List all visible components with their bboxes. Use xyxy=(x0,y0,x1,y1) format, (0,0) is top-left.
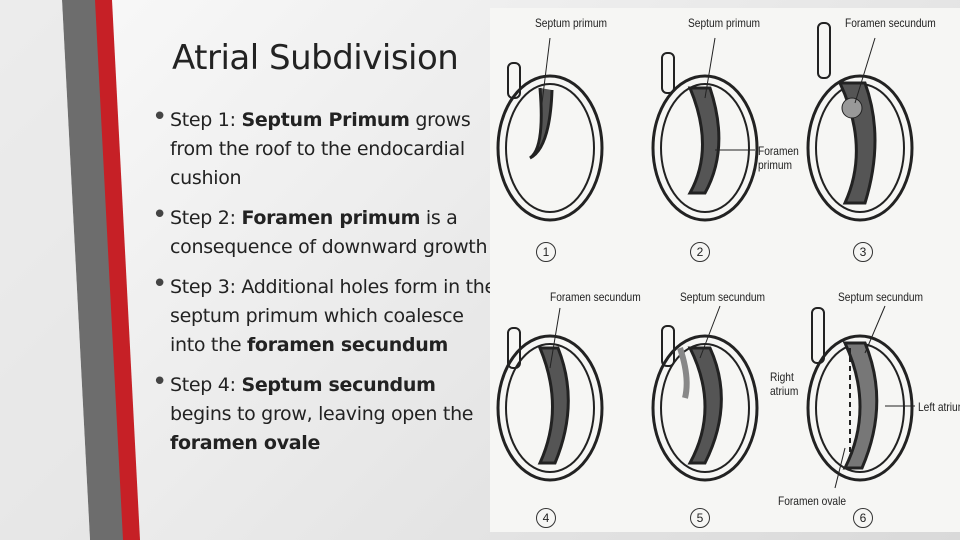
figure-label: Septum secundum xyxy=(838,290,924,304)
figure-label: Septum primum xyxy=(535,16,607,30)
bold-text: Foramen primum xyxy=(241,207,421,229)
bullet-dot: • xyxy=(152,200,168,230)
text: Step 1: xyxy=(170,109,242,131)
figure-number: 3 xyxy=(853,242,873,262)
bullet-item: • Step 2: Foramen primum is a consequence… xyxy=(152,200,497,262)
bullet-dot: • xyxy=(152,269,168,299)
figure-label: Foramen primum xyxy=(758,144,799,172)
bold-text: foramen ovale xyxy=(170,432,321,454)
bullet-dot: • xyxy=(152,102,168,132)
diagram-shapes xyxy=(496,22,915,489)
figure-label: Septum primum xyxy=(688,16,760,30)
bullet-list: • Step 1: Septum Primum grows from the ro… xyxy=(152,102,497,469)
slide-title: Atrial Subdivision xyxy=(172,38,459,78)
figure-number: 5 xyxy=(690,508,710,528)
stripe-red xyxy=(95,0,140,540)
bullet-item: • Step 3: Additional holes form in the se… xyxy=(152,269,497,360)
text: Step 2: xyxy=(170,207,242,229)
bullet-dot: • xyxy=(152,367,168,397)
text: Step 4: xyxy=(170,374,242,396)
figure-number: 4 xyxy=(536,508,556,528)
figure-label: Foramen ovale xyxy=(778,494,847,508)
bullet-item: • Step 4: Septum secundum begins to grow,… xyxy=(152,367,497,458)
text: grows from the roof to the endocardial c… xyxy=(170,109,471,189)
text: is a consequence of downward growth xyxy=(170,207,488,258)
figure-label: Foramen secundum xyxy=(845,16,936,30)
figure-number: 6 xyxy=(853,508,873,528)
figure-label: Right atrium xyxy=(770,370,799,398)
figure-number: 1 xyxy=(536,242,556,262)
figure-label: Foramen secundum xyxy=(550,290,641,304)
bold-text: Septum secundum xyxy=(241,374,436,396)
bold-text: Septum Primum xyxy=(241,109,410,131)
figure-label: Septum secundum xyxy=(680,290,766,304)
bold-text: foramen secundum xyxy=(246,334,448,356)
bullet-item: • Step 1: Septum Primum grows from the ro… xyxy=(152,102,497,193)
heart-diagrams xyxy=(496,22,915,489)
figure-label: Left atrium xyxy=(918,400,960,414)
figure-number: 2 xyxy=(690,242,710,262)
stripe-light xyxy=(0,0,90,540)
figure: Septum primum Septum primum Foramen secund… xyxy=(490,8,960,532)
text: begins to grow, leaving open the xyxy=(170,403,474,425)
text: Step 3: Additional holes form in the sep… xyxy=(170,276,496,356)
stripe-gray xyxy=(62,0,128,540)
